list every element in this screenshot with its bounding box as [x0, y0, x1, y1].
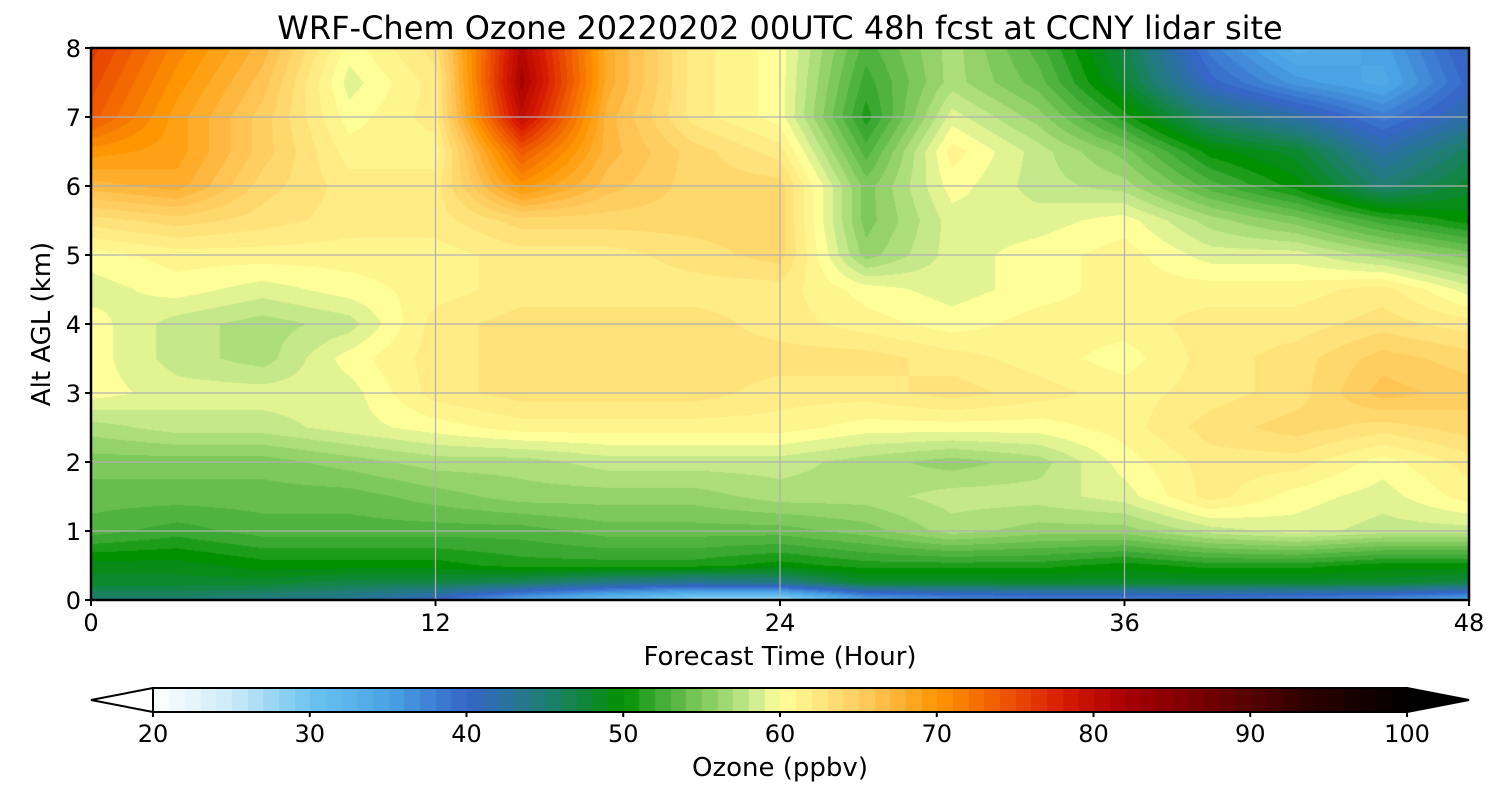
- plot-area: [89, 46, 1471, 602]
- colorbar-gradient: [153, 688, 1407, 712]
- colorbar-tick-label: 20: [138, 720, 169, 748]
- y-tick-label: 1: [66, 518, 81, 546]
- colorbar-ticks: 20 30 40 50 60 70 80 90 100: [138, 712, 1430, 748]
- chart-title: WRF-Chem Ozone 20220202 00UTC 48h fcst a…: [277, 9, 1282, 47]
- x-tick-label: 36: [1109, 609, 1140, 637]
- colorbar-tick-label: 40: [451, 720, 482, 748]
- x-axis: 0 12 24 36 48: [83, 600, 1484, 637]
- y-tick-label: 3: [66, 380, 81, 408]
- colorbar-tick-label: 90: [1235, 720, 1266, 748]
- y-tick-label: 4: [66, 311, 81, 339]
- colorbar-tick-label: 100: [1384, 720, 1430, 748]
- y-tick-label: 7: [66, 104, 81, 132]
- y-tick-label: 2: [66, 449, 81, 477]
- colorbar-extend-max: [1406, 686, 1470, 714]
- x-axis-title: Forecast Time (Hour): [643, 642, 916, 672]
- grid-lines: [91, 48, 1469, 600]
- y-tick-label: 0: [66, 587, 81, 615]
- y-axis-title: Alt AGL (km): [27, 242, 57, 406]
- colorbar-tick-label: 50: [608, 720, 639, 748]
- colorbar-label: Ozone (ppbv): [692, 753, 868, 783]
- colorbar-tick-label: 30: [294, 720, 325, 748]
- colorbar-tick-label: 70: [921, 720, 952, 748]
- x-tick-label: 48: [1454, 609, 1485, 637]
- y-axis: 0 1 2 3 4 5 6 7 8: [66, 35, 91, 615]
- y-tick-label: 6: [66, 173, 81, 201]
- y-tick-label: 5: [66, 242, 81, 270]
- x-tick-label: 12: [420, 609, 451, 637]
- y-tick-label: 8: [66, 35, 81, 63]
- colorbar-tick-label: 80: [1078, 720, 1109, 748]
- x-tick-label: 0: [83, 609, 98, 637]
- x-tick-label: 24: [765, 609, 796, 637]
- colorbar-extend-min: [90, 686, 154, 714]
- colorbar: 20 30 40 50 60 70 80 90 100 Ozone (ppbv): [90, 686, 1470, 783]
- colorbar-tick-label: 60: [765, 720, 796, 748]
